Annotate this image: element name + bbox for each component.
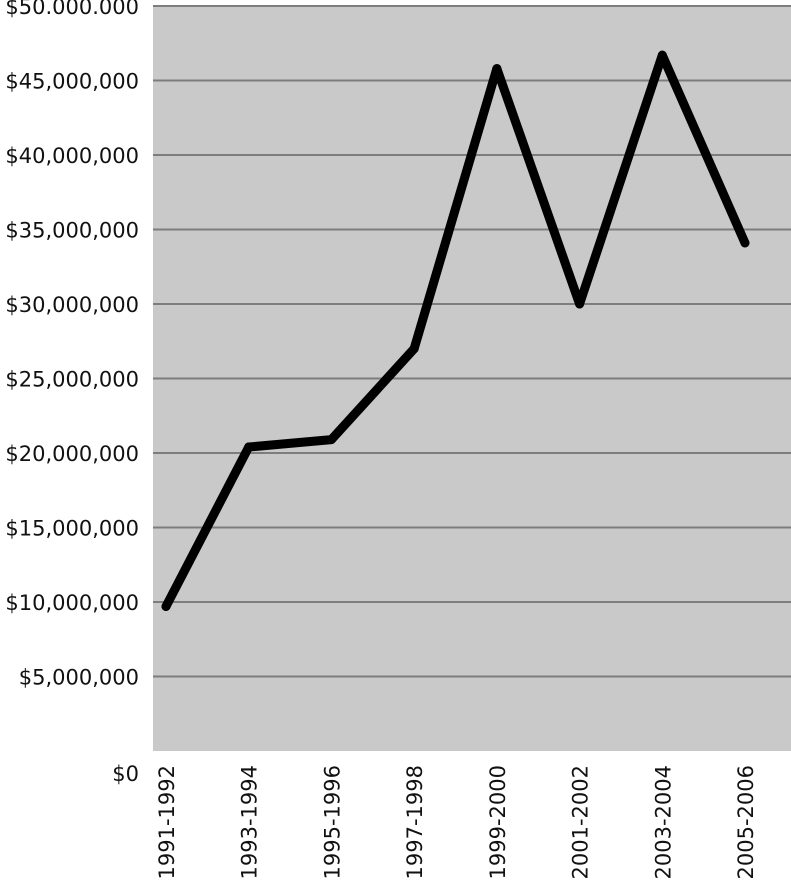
y-tick-label: $40,000,000 — [5, 144, 139, 168]
y-tick-label: $20,000,000 — [5, 442, 139, 466]
data-point — [409, 344, 419, 354]
data-point — [575, 299, 585, 309]
y-tick-label: $45,000,000 — [5, 70, 139, 94]
y-axis-tick-labels: $0 $5,000,000 $10,000,000 $15,000,000 $20,00… — [5, 0, 139, 786]
x-tick-label: 1993-1994 — [238, 765, 262, 879]
y-tick-label: $15,000,000 — [5, 517, 139, 541]
x-tick-label: 1995-1996 — [320, 765, 344, 879]
y-tick-label: $35,000,000 — [5, 219, 139, 243]
data-point — [657, 50, 667, 60]
data-point — [326, 435, 336, 445]
series-group — [161, 50, 750, 611]
x-tick-label: 2001-2002 — [569, 765, 593, 879]
y-tick-label: $50.000.000 — [5, 0, 139, 19]
data-point — [492, 64, 502, 74]
x-tick-label: 2005-2006 — [734, 765, 758, 879]
y-tick-label: $0 — [112, 762, 139, 786]
data-point — [161, 601, 171, 611]
data-point — [740, 238, 750, 248]
data-point — [244, 442, 254, 452]
y-tick-label: $5,000,000 — [19, 666, 139, 690]
y-tick-label: $25,000,000 — [5, 368, 139, 392]
gridlines — [153, 5, 791, 678]
x-tick-label: 1991-1992 — [155, 765, 179, 879]
x-axis-tick-labels: 1991-1992 1993-1994 1995-1996 1997-1998 1999… — [155, 765, 758, 879]
x-tick-label: 2003-2004 — [651, 765, 675, 879]
x-tick-label: 1997-1998 — [403, 765, 427, 879]
series-line — [161, 50, 750, 611]
x-tick-label: 1999-2000 — [486, 765, 510, 879]
y-tick-label: $30,000,000 — [5, 293, 139, 317]
y-tick-label: $10,000,000 — [5, 591, 139, 615]
